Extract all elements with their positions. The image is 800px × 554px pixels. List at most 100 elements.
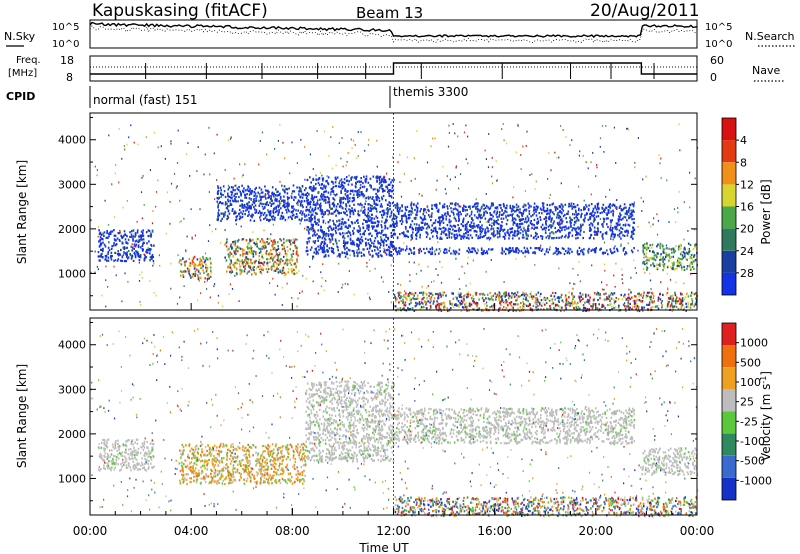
power-cell-r5 — [453, 224, 455, 227]
power-cell-r4 — [359, 190, 361, 193]
power-cell-r7 — [683, 246, 686, 249]
power-scatter-cell — [449, 247, 451, 249]
power-cell-r8 — [695, 292, 697, 295]
power-cell-r5 — [410, 202, 413, 205]
power-cell-r8 — [535, 293, 538, 296]
power-cell-r2 — [239, 265, 241, 268]
power-cell-r3 — [242, 210, 245, 213]
power-cell-r8 — [517, 303, 519, 306]
power-cell-r8 — [498, 295, 501, 298]
power-cell-r5 — [456, 213, 458, 216]
power-cell-r7 — [657, 252, 659, 255]
power-cell-r3 — [254, 188, 256, 191]
power-cell-r6 — [520, 250, 523, 253]
power-cell-r1 — [207, 258, 209, 261]
power-scatter-cell — [282, 188, 284, 191]
power-cell-r5 — [602, 222, 604, 226]
power-cell-r8 — [537, 305, 539, 308]
power-cell-r0 — [121, 256, 124, 259]
power-cell-r4 — [350, 242, 352, 245]
power-cell-r4 — [391, 223, 394, 226]
power-cell-r4 — [370, 208, 373, 211]
power-cell-r5 — [539, 218, 542, 221]
power-scatter-cell — [630, 276, 632, 279]
power-cell-r5 — [500, 228, 502, 231]
power-cell-r4 — [369, 204, 372, 207]
power-cell-r8 — [554, 298, 557, 301]
power-scatter-cell — [277, 200, 279, 203]
power-scatter-cell — [591, 264, 593, 267]
power-scatter-cell — [653, 300, 655, 302]
power-cell-r1 — [207, 274, 210, 277]
power-cell-r4 — [341, 251, 343, 254]
power-cell-r0 — [134, 256, 137, 259]
power-cell-r5 — [561, 204, 564, 207]
power-cell-r4 — [329, 225, 332, 228]
power-cell-r8 — [463, 295, 465, 298]
power-cell-r5 — [496, 222, 498, 225]
power-cell-r4 — [363, 175, 365, 178]
power-cell-r5 — [544, 229, 547, 232]
power-cell-r6 — [558, 250, 561, 253]
power-cell-r8 — [674, 300, 677, 303]
power-cell-r8 — [578, 298, 581, 301]
power-cell-r0 — [131, 246, 134, 249]
power-cell-r4 — [387, 238, 389, 241]
power-cell-r0 — [138, 239, 141, 242]
power-cell-r5 — [541, 228, 544, 231]
power-scatter-cell — [615, 207, 617, 210]
power-cell-r0 — [142, 238, 145, 241]
power-cell-r5 — [405, 217, 408, 220]
power-cell-r5 — [564, 213, 566, 216]
power-cell-r4 — [347, 183, 350, 186]
power-cell-r0 — [143, 257, 146, 260]
power-cell-r4 — [356, 175, 358, 178]
power-cell-r5 — [550, 224, 552, 227]
power-cell-r3 — [247, 214, 249, 217]
power-cell-r8 — [507, 292, 510, 295]
power-cell-r8 — [502, 305, 505, 308]
power-cell-r6 — [431, 252, 433, 255]
power-cell-r5 — [466, 230, 468, 233]
power-cell-r5 — [533, 202, 536, 205]
power-cell-r5 — [419, 233, 421, 236]
power-cell-r4 — [305, 250, 308, 253]
power-cell-r6 — [471, 250, 474, 253]
power-cell-r8 — [462, 306, 465, 309]
power-cell-r3 — [220, 192, 222, 195]
power-cell-r4 — [307, 237, 310, 240]
power-cell-r4 — [336, 176, 339, 179]
power-scatter-cell — [461, 265, 463, 268]
power-cell-r1 — [179, 270, 182, 273]
power-cell-r1 — [204, 259, 207, 262]
power-cell-r3 — [273, 207, 276, 210]
power-cell-r3 — [302, 206, 304, 209]
power-cell-r4 — [324, 250, 326, 253]
power-cell-r5 — [528, 210, 531, 213]
power-cell-r5 — [413, 217, 416, 220]
power-cell-r3 — [235, 211, 237, 214]
power-cell-r4 — [390, 250, 393, 254]
power-scatter-cell — [459, 295, 461, 298]
power-cell-r3 — [226, 202, 228, 205]
power-cell-r2 — [250, 245, 252, 248]
power-cell-r5 — [590, 222, 592, 225]
power-cell-r8 — [671, 304, 673, 307]
power-cell-r6 — [546, 248, 548, 251]
power-cell-r5 — [507, 231, 509, 234]
power-cell-r8 — [527, 304, 530, 308]
power-cell-r5 — [572, 213, 574, 216]
power-cell-r8 — [460, 299, 463, 303]
power-cell-r6 — [397, 251, 399, 254]
power-cell-r4 — [388, 192, 390, 195]
power-cell-r1 — [199, 260, 202, 263]
power-cell-r2 — [255, 253, 257, 256]
power-cell-r5 — [440, 216, 442, 219]
power-cell-r5 — [480, 213, 482, 216]
power-cell-r4 — [340, 227, 343, 230]
power-cell-r6 — [577, 253, 580, 256]
power-cell-r2 — [262, 241, 264, 244]
power-cell-r5 — [540, 226, 543, 229]
power-cell-r4 — [356, 243, 359, 246]
power-cell-r5 — [558, 210, 561, 214]
